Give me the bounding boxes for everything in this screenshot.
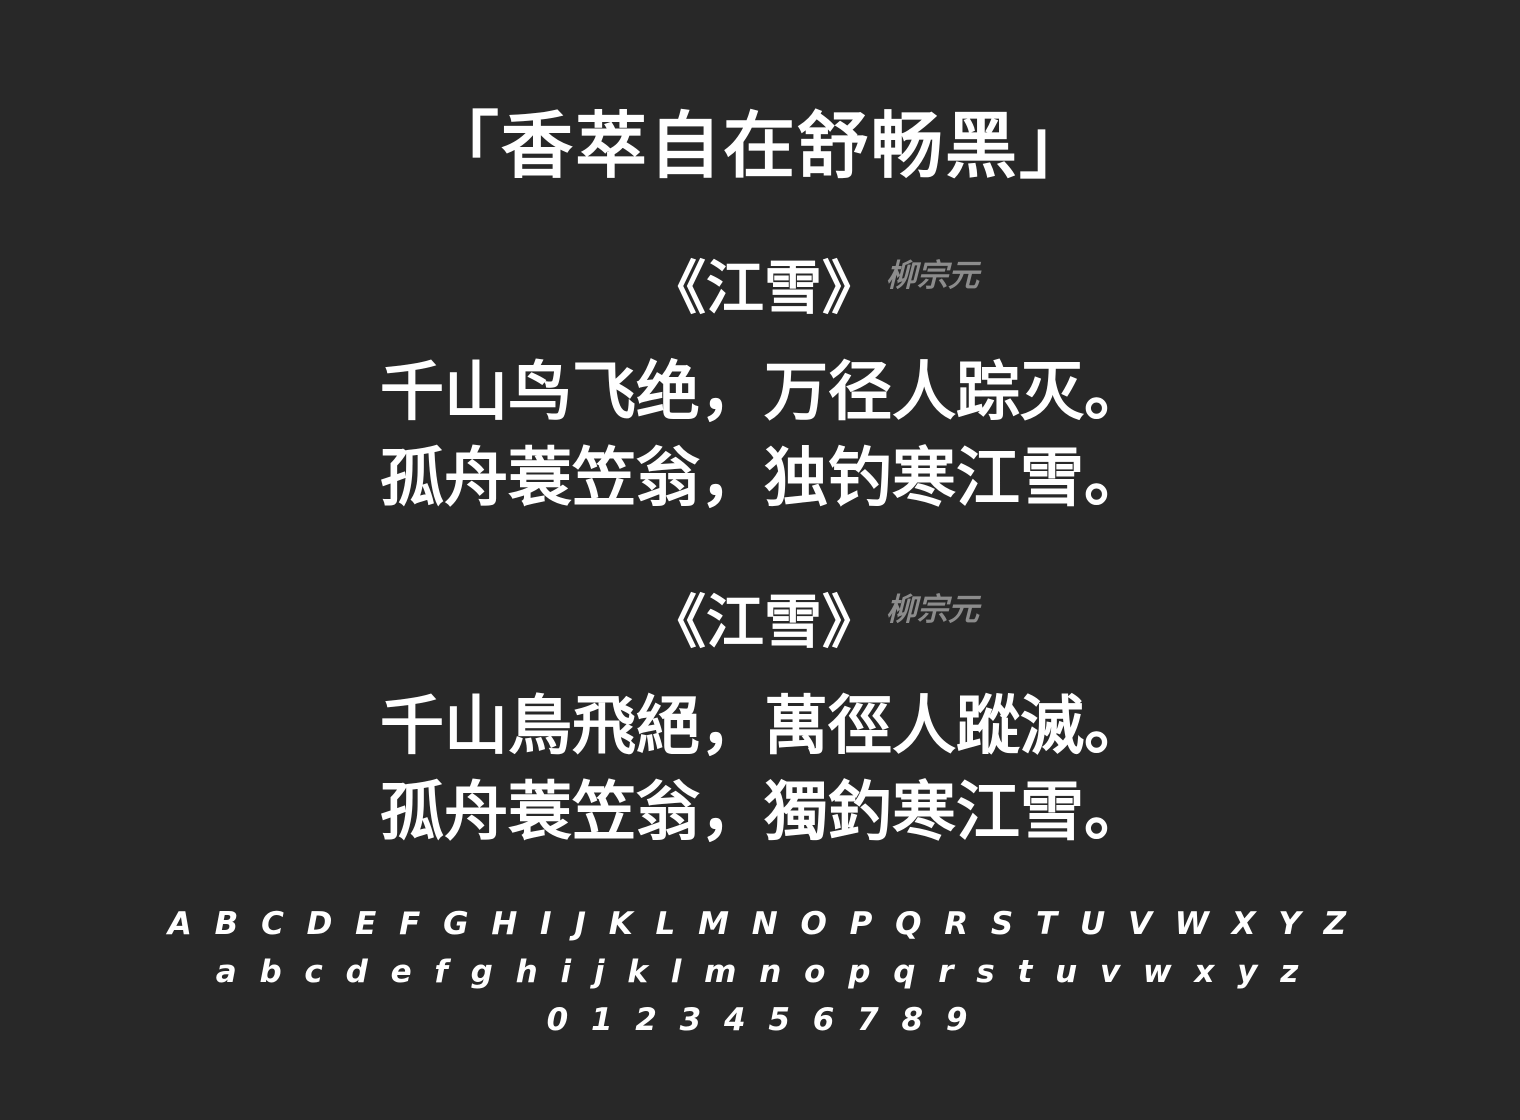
- poem-line: 千山鳥飛絕，萬徑人蹤滅。: [380, 690, 1148, 764]
- alphabet-sample: A B C D E F G H I J K L M N O P Q R S T …: [0, 900, 1520, 1044]
- poem-traditional: 《江雪》 柳宗元 千山鳥飛絕，萬徑人蹤滅。 孤舟蓑笠翁，獨釣寒江雪。: [0, 582, 1520, 856]
- poem-simplified: 《江雪》 柳宗元 千山鸟飞绝，万径人踪灭。 孤舟蓑笠翁，独钓寒江雪。: [0, 248, 1520, 522]
- digits: 0 1 2 3 4 5 6 7 8 9: [546, 1002, 974, 1038]
- uppercase-letters: A B C D E F G H I J K L M N O P Q R S T …: [167, 906, 1353, 942]
- poem-line: 孤舟蓑笠翁，独钓寒江雪。: [380, 442, 1148, 516]
- poem-title: 《江雪》: [648, 588, 881, 656]
- poem-header: 《江雪》 柳宗元: [0, 582, 1520, 662]
- poem-author: 柳宗元: [886, 592, 979, 628]
- lowercase-letters: a b c d e f g h i j k l m n o p q r s t …: [215, 954, 1305, 990]
- poem-line: 孤舟蓑笠翁，獨釣寒江雪。: [380, 776, 1148, 850]
- poem-line: 千山鸟飞绝，万径人踪灭。: [380, 356, 1148, 430]
- poem-header: 《江雪》 柳宗元: [0, 248, 1520, 328]
- font-name-title: 「香萃自在舒畅黑」: [426, 104, 1093, 188]
- poem-title: 《江雪》: [648, 254, 881, 322]
- poem-author: 柳宗元: [886, 258, 979, 294]
